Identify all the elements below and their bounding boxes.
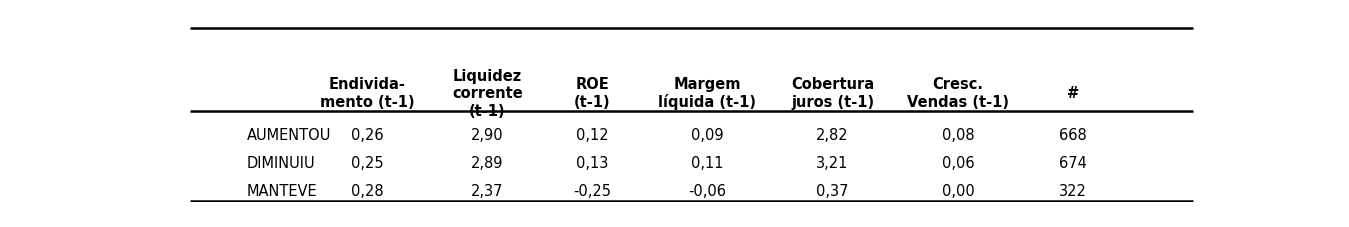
Text: 0,26: 0,26 bbox=[351, 128, 383, 143]
Text: 668: 668 bbox=[1059, 128, 1087, 143]
Text: 322: 322 bbox=[1059, 184, 1087, 199]
Text: 0,37: 0,37 bbox=[816, 184, 849, 199]
Text: 0,13: 0,13 bbox=[576, 156, 608, 171]
Text: 0,25: 0,25 bbox=[351, 156, 383, 171]
Text: 3,21: 3,21 bbox=[816, 156, 849, 171]
Text: 0,06: 0,06 bbox=[942, 156, 974, 171]
Text: AUMENTOU: AUMENTOU bbox=[247, 128, 332, 143]
Text: 2,37: 2,37 bbox=[471, 184, 503, 199]
Text: Cresc.
Vendas (t-1): Cresc. Vendas (t-1) bbox=[907, 77, 1009, 110]
Text: #: # bbox=[1067, 86, 1079, 101]
Text: Cobertura
juros (t-1): Cobertura juros (t-1) bbox=[791, 77, 874, 110]
Text: 0,28: 0,28 bbox=[351, 184, 383, 199]
Text: Endivida-
mento (t-1): Endivida- mento (t-1) bbox=[320, 77, 414, 110]
Text: 674: 674 bbox=[1059, 156, 1087, 171]
Text: 2,82: 2,82 bbox=[816, 128, 849, 143]
Text: -0,25: -0,25 bbox=[573, 184, 611, 199]
Text: 0,08: 0,08 bbox=[942, 128, 974, 143]
Text: 0,12: 0,12 bbox=[576, 128, 608, 143]
Text: MANTEVE: MANTEVE bbox=[247, 184, 317, 199]
Text: 0,11: 0,11 bbox=[691, 156, 723, 171]
Text: 2,90: 2,90 bbox=[471, 128, 503, 143]
Text: DIMINUIU: DIMINUIU bbox=[247, 156, 316, 171]
Text: 2,89: 2,89 bbox=[471, 156, 503, 171]
Text: 0,09: 0,09 bbox=[691, 128, 723, 143]
Text: -0,06: -0,06 bbox=[688, 184, 726, 199]
Text: Liquidez
corrente
(t-1): Liquidez corrente (t-1) bbox=[452, 69, 523, 118]
Text: 0,00: 0,00 bbox=[942, 184, 974, 199]
Text: ROE
(t-1): ROE (t-1) bbox=[573, 77, 610, 110]
Text: Margem
líquida (t-1): Margem líquida (t-1) bbox=[658, 77, 755, 111]
